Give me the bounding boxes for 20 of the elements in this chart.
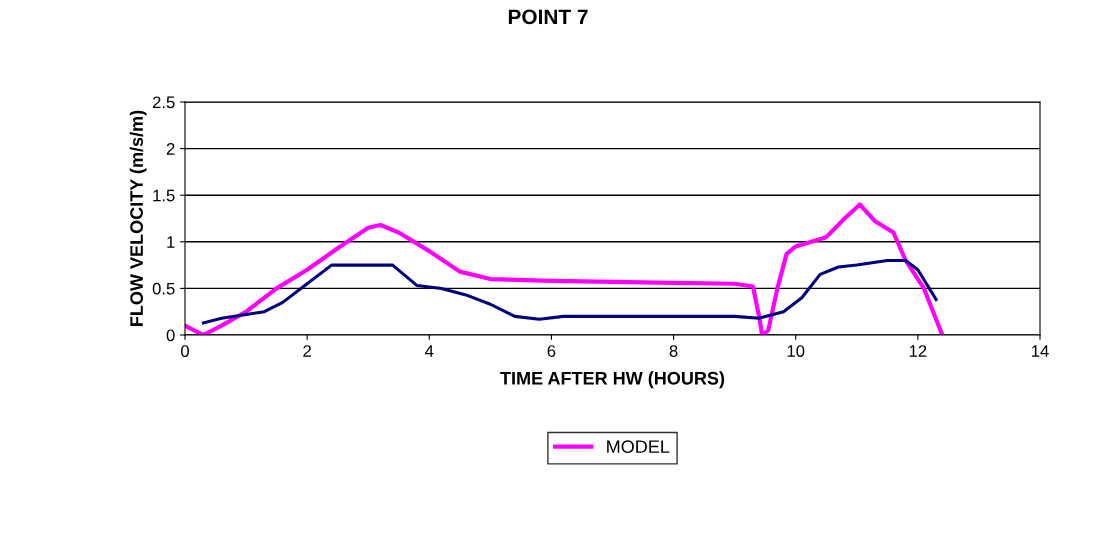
x-tick-label: 8 (669, 345, 678, 357)
y-tick-label: 0.5 (152, 282, 175, 295)
x-tick-label: 14 (1032, 345, 1049, 357)
x-tick-label: 4 (425, 345, 434, 357)
y-tick-label: 0 (166, 329, 175, 342)
x-tick-label: 10 (787, 345, 805, 357)
x-axis-title: TIME AFTER HW (HOURS) (500, 371, 725, 389)
x-tick-label: 2 (303, 345, 311, 357)
x-tick-label: 6 (547, 345, 556, 357)
y-tick-label: 2.5 (152, 96, 175, 109)
x-tick-label: 0 (181, 345, 189, 357)
y-axis-title: FLOW VELOCITY (m/s/m) (129, 110, 147, 326)
legend-label: MODEL (607, 440, 670, 454)
chart-title: POINT 7 (508, 9, 588, 25)
line-series (185, 202, 945, 335)
y-tick-label: 1.5 (153, 189, 175, 202)
y-tick-label: 2 (166, 143, 175, 155)
line-series (201, 258, 938, 325)
x-tick-label: 12 (909, 345, 927, 357)
y-tick-label: 1 (167, 236, 175, 248)
